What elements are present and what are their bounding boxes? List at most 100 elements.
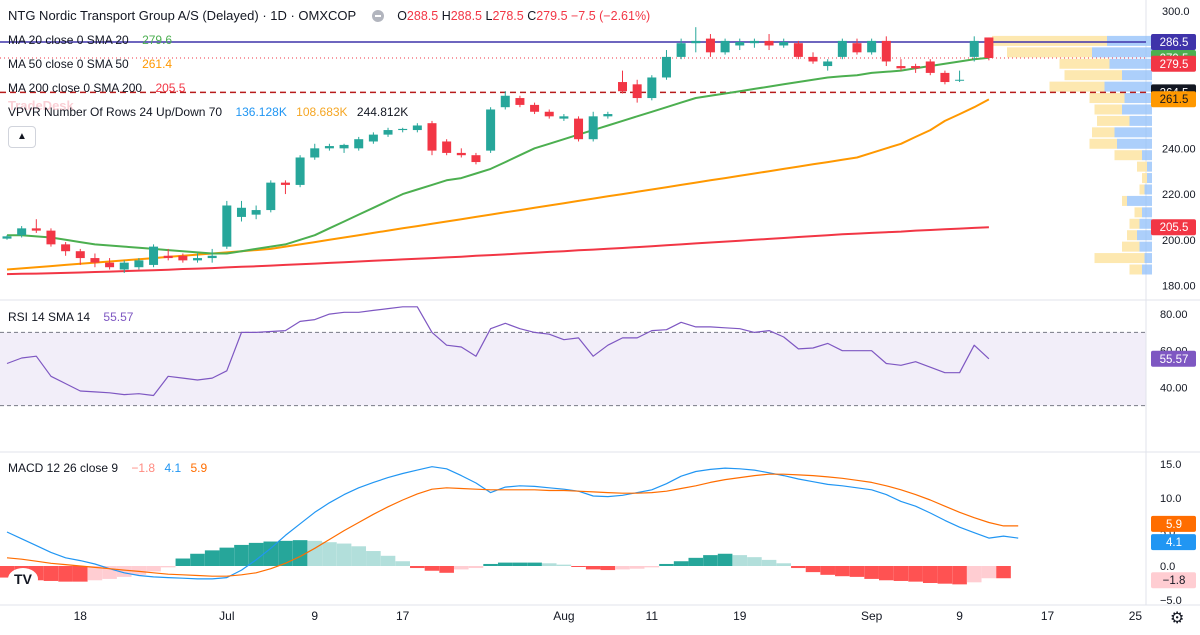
candle-body	[676, 43, 686, 57]
macd-histogram-bar	[659, 563, 674, 566]
macd-histogram-bar	[541, 563, 557, 566]
macd-signal-line	[6, 473, 1019, 577]
macd-histogram-bar	[497, 562, 513, 566]
candle-body	[793, 43, 803, 57]
candle-body	[764, 40, 774, 46]
volume-profile-up-bar	[1147, 173, 1152, 184]
ma200-value: 205.5	[155, 81, 186, 95]
macd-histogram-bar	[395, 561, 410, 566]
macd-histogram-bar	[952, 566, 967, 585]
candle-body	[911, 66, 921, 69]
chart-header: NTG Nordic Transport Group A/S (Delayed)…	[8, 8, 650, 23]
legend-ma50[interactable]: MA 50 close 0 SMA 50 261.4	[8, 57, 172, 71]
candle-body	[574, 118, 584, 140]
candle-body	[105, 262, 115, 268]
macd-histogram-bar	[263, 541, 279, 566]
candle-body	[251, 210, 261, 215]
candle-body	[339, 144, 349, 149]
tradingview-logo[interactable]: TV	[8, 568, 38, 590]
candle-body	[17, 228, 27, 236]
open-label: O	[397, 9, 407, 23]
collapse-legend-button[interactable]: ▲	[8, 126, 36, 148]
gear-icon[interactable]: ⚙	[1170, 610, 1185, 627]
macd-tag-bg	[1151, 572, 1196, 589]
time-axis-tick-label: 11	[646, 609, 659, 623]
candle-body	[691, 40, 701, 44]
candle-body	[486, 109, 496, 151]
candle-body	[779, 42, 789, 46]
price-tag-ma50: 261.5	[1160, 94, 1189, 106]
volume-profile-up-bar	[1139, 218, 1152, 229]
macd-histogram-bar	[673, 561, 689, 566]
macd-axis-tick-label: −5.0	[1160, 595, 1182, 607]
time-axis-tick-label: Aug	[553, 609, 574, 623]
macd-line-value: 4.1	[164, 461, 182, 475]
eye-icon[interactable]	[371, 9, 384, 22]
open-value: 288.5	[406, 9, 439, 23]
volume-profile-up-bar	[1109, 58, 1152, 69]
macd-histogram-bar	[512, 562, 528, 566]
candle-body	[193, 258, 203, 261]
symbol-title[interactable]: NTG Nordic Transport Group A/S (Delayed)…	[8, 8, 357, 23]
macd-histogram-bar	[219, 547, 235, 566]
volume-profile-down-bar	[1129, 218, 1140, 229]
candle-body	[178, 255, 188, 261]
ma200-label: MA 200 close 0 SMA 200	[8, 81, 143, 95]
macd-histogram-bar	[908, 566, 923, 582]
candle-body	[530, 104, 540, 112]
volume-profile-up-bar	[1092, 47, 1152, 58]
price-axis-tick-label: 240.00	[1162, 143, 1196, 155]
time-axis-tick-label: 9	[311, 609, 318, 623]
macd-histogram-bar	[776, 563, 792, 566]
macd-histogram-bar	[483, 563, 498, 566]
macd-histogram-bar	[600, 566, 616, 571]
macd-histogram-bar	[439, 566, 454, 573]
macd-signal-value: 5.9	[190, 461, 208, 475]
candle-body	[383, 130, 393, 135]
candle-body	[632, 84, 642, 99]
candle-body	[867, 40, 877, 53]
candle-body	[661, 56, 671, 78]
candle-body	[75, 251, 85, 259]
volume-profile-down-bar	[1142, 173, 1147, 184]
time-axis-tick-label: 18	[74, 609, 88, 623]
ma20-line	[7, 56, 989, 255]
price-axis-tick-label: 220.00	[1162, 189, 1196, 201]
macd-line	[6, 466, 1019, 580]
macd-hist-value: −1.8	[131, 461, 156, 475]
macd-tag-label: −1.8	[1163, 575, 1186, 587]
time-axis-tick-label: 17	[1041, 609, 1055, 623]
ma200-line	[6, 226, 989, 276]
macd-histogram-bar	[454, 566, 469, 570]
macd-histogram-bar	[717, 553, 733, 566]
macd-histogram-bar	[820, 566, 835, 575]
macd-label: MACD 12 26 close 9	[8, 461, 119, 475]
volume-profile-down-bar	[1139, 184, 1145, 195]
volume-profile-down-bar	[1094, 104, 1122, 115]
time-axis-tick-label: 17	[396, 609, 410, 623]
macd-tag-label: 4.1	[1166, 537, 1182, 549]
candle-body	[808, 56, 818, 62]
macd-histogram-bar	[410, 566, 425, 569]
volume-profile-down-bar	[1137, 161, 1147, 172]
candle-body	[207, 255, 217, 259]
legend-rsi[interactable]: RSI 14 SMA 14 55.57	[8, 310, 133, 324]
legend-ma20[interactable]: MA 20 close 0 SMA 20 279.6	[8, 33, 172, 47]
candle-body	[969, 40, 979, 57]
ma20-value: 279.6	[142, 33, 173, 47]
candle-body	[559, 116, 569, 119]
volume-profile-up-bar	[1124, 93, 1152, 104]
volume-profile-down-bar	[1089, 93, 1125, 104]
price-axis-tick-label: 200.00	[1162, 235, 1196, 247]
legend-vpvr[interactable]: VPVR Number Of Rows 24 Up/Down 70 136.12…	[8, 105, 408, 119]
rsi-axis-tick-label: 80.00	[1160, 309, 1188, 321]
legend-macd[interactable]: MACD 12 26 close 9 −1.8 4.1 5.9	[8, 461, 207, 475]
candle-body	[324, 146, 334, 149]
rsi-label: RSI 14 SMA 14	[8, 310, 91, 324]
price-tag-ma200: 205.5	[1160, 222, 1189, 234]
legend-ma200[interactable]: MA 200 close 0 SMA 200 205.5	[8, 81, 185, 95]
candle-body	[705, 38, 715, 53]
volume-profile-down-bar	[1007, 47, 1092, 58]
